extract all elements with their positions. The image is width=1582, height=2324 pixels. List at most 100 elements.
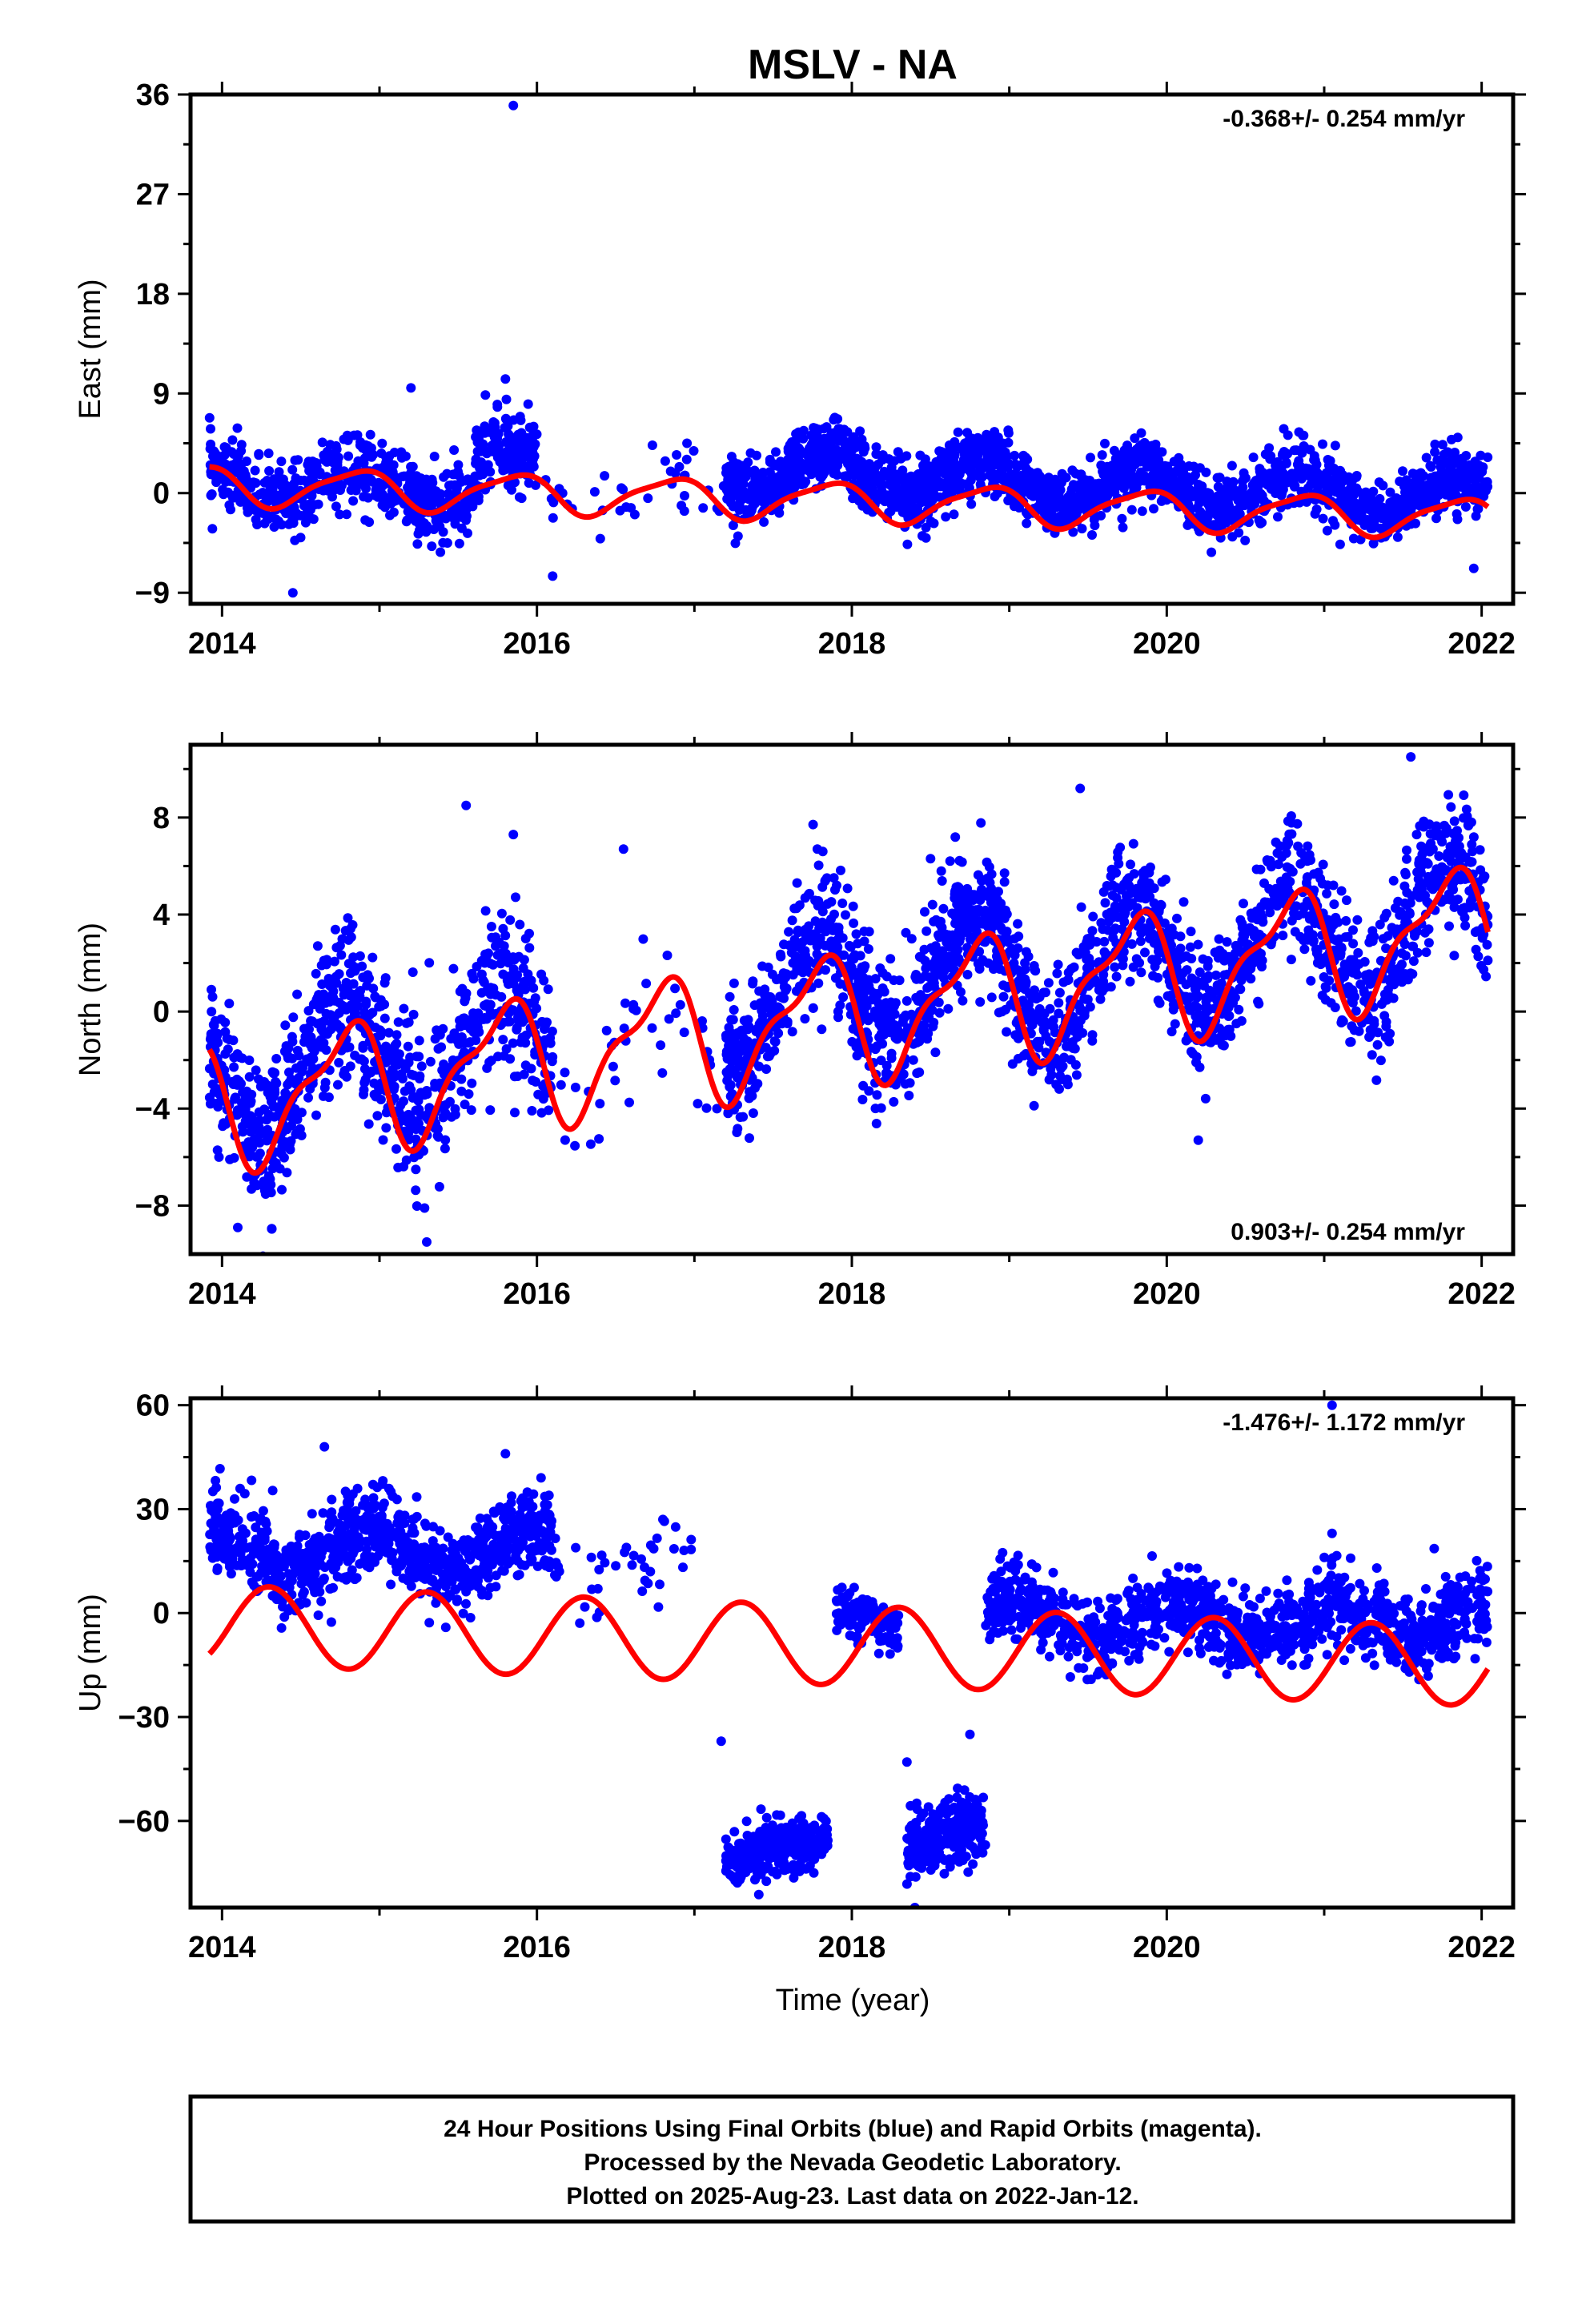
north-point <box>775 949 785 959</box>
east-point <box>1265 454 1275 464</box>
north-point <box>994 915 1005 925</box>
east-point <box>1255 464 1265 474</box>
north-point <box>737 1025 747 1035</box>
north-point <box>769 1036 780 1047</box>
north-point <box>741 1018 752 1028</box>
east-point <box>1271 489 1281 498</box>
east-point <box>1010 459 1021 469</box>
north-point <box>472 962 482 971</box>
east-point <box>1239 472 1249 483</box>
north-point <box>833 1012 843 1023</box>
north-point <box>784 927 794 937</box>
east-point <box>1450 448 1460 457</box>
east-point <box>1210 522 1220 533</box>
north-points <box>204 752 1493 1254</box>
north-point <box>974 947 985 957</box>
east-point <box>941 512 951 522</box>
north-point <box>515 919 525 930</box>
east-point <box>253 507 263 517</box>
north-point <box>725 1064 735 1074</box>
east-point <box>250 465 260 476</box>
east-point <box>801 476 811 487</box>
east-point <box>677 501 687 511</box>
north-point <box>271 1054 282 1063</box>
east-point <box>1452 514 1463 525</box>
north-point <box>430 1034 440 1044</box>
north-point <box>992 951 1002 962</box>
east-point <box>1254 515 1264 525</box>
north-point <box>792 878 802 888</box>
east-point <box>427 541 437 552</box>
east-point <box>1299 442 1310 452</box>
east-point <box>283 519 294 529</box>
north-point <box>263 1080 273 1091</box>
north-point <box>957 914 967 924</box>
east-point <box>263 448 274 459</box>
north-point <box>1239 899 1248 909</box>
north-point <box>870 1006 881 1016</box>
east-point <box>206 439 216 449</box>
north-point <box>333 1080 343 1090</box>
north-point <box>870 974 881 984</box>
north-point <box>790 951 801 961</box>
east-point <box>917 531 927 541</box>
north-point <box>975 997 986 1007</box>
north-point <box>391 1144 401 1154</box>
east-model-curve <box>209 464 1490 541</box>
east-point <box>841 471 851 481</box>
east-point <box>1118 522 1128 533</box>
east-point <box>600 471 610 481</box>
north-point <box>244 1072 255 1082</box>
north-point <box>345 923 355 934</box>
east-point <box>473 492 484 502</box>
north-point <box>405 1052 416 1063</box>
east-point <box>267 488 277 498</box>
east-point <box>1350 498 1360 509</box>
east-point <box>680 491 689 501</box>
north-point <box>321 1045 331 1055</box>
north-point <box>664 1014 674 1024</box>
east-points <box>204 100 1493 598</box>
north-point <box>512 970 523 980</box>
north-point <box>432 1131 443 1141</box>
east-point <box>1415 473 1425 484</box>
north-point <box>808 819 818 830</box>
north-point <box>837 899 848 908</box>
north-point <box>973 959 983 969</box>
north-point <box>389 1072 399 1083</box>
east-point <box>987 472 998 482</box>
east-point <box>1473 489 1484 499</box>
east-point <box>1222 483 1232 493</box>
east-point <box>848 493 858 504</box>
north-point <box>725 991 735 1002</box>
north-point <box>721 1030 731 1040</box>
north-point <box>693 1099 703 1109</box>
east-point <box>460 497 470 507</box>
north-point <box>368 983 379 994</box>
north-point <box>267 1224 277 1234</box>
east-point <box>821 422 832 432</box>
north-point <box>1166 1027 1177 1037</box>
north-point <box>998 991 1009 1002</box>
north-point <box>336 950 347 960</box>
east-point <box>1120 460 1130 471</box>
north-point <box>312 941 323 951</box>
east-point <box>670 468 681 478</box>
east-point <box>1309 451 1319 461</box>
north-point <box>207 1080 218 1089</box>
east-point <box>287 464 298 475</box>
east-point <box>817 470 828 480</box>
north-point <box>556 1080 566 1090</box>
north-point <box>920 907 930 917</box>
north-point <box>509 955 520 965</box>
east-point <box>1100 438 1110 448</box>
north-point <box>303 1055 313 1066</box>
east-point <box>1407 501 1418 512</box>
north-point <box>505 915 516 925</box>
east-point <box>947 487 958 497</box>
north-point <box>227 1076 238 1087</box>
east-point <box>920 493 930 503</box>
north-point <box>927 1005 938 1015</box>
east-point <box>1129 480 1139 490</box>
north-point <box>560 1135 570 1145</box>
